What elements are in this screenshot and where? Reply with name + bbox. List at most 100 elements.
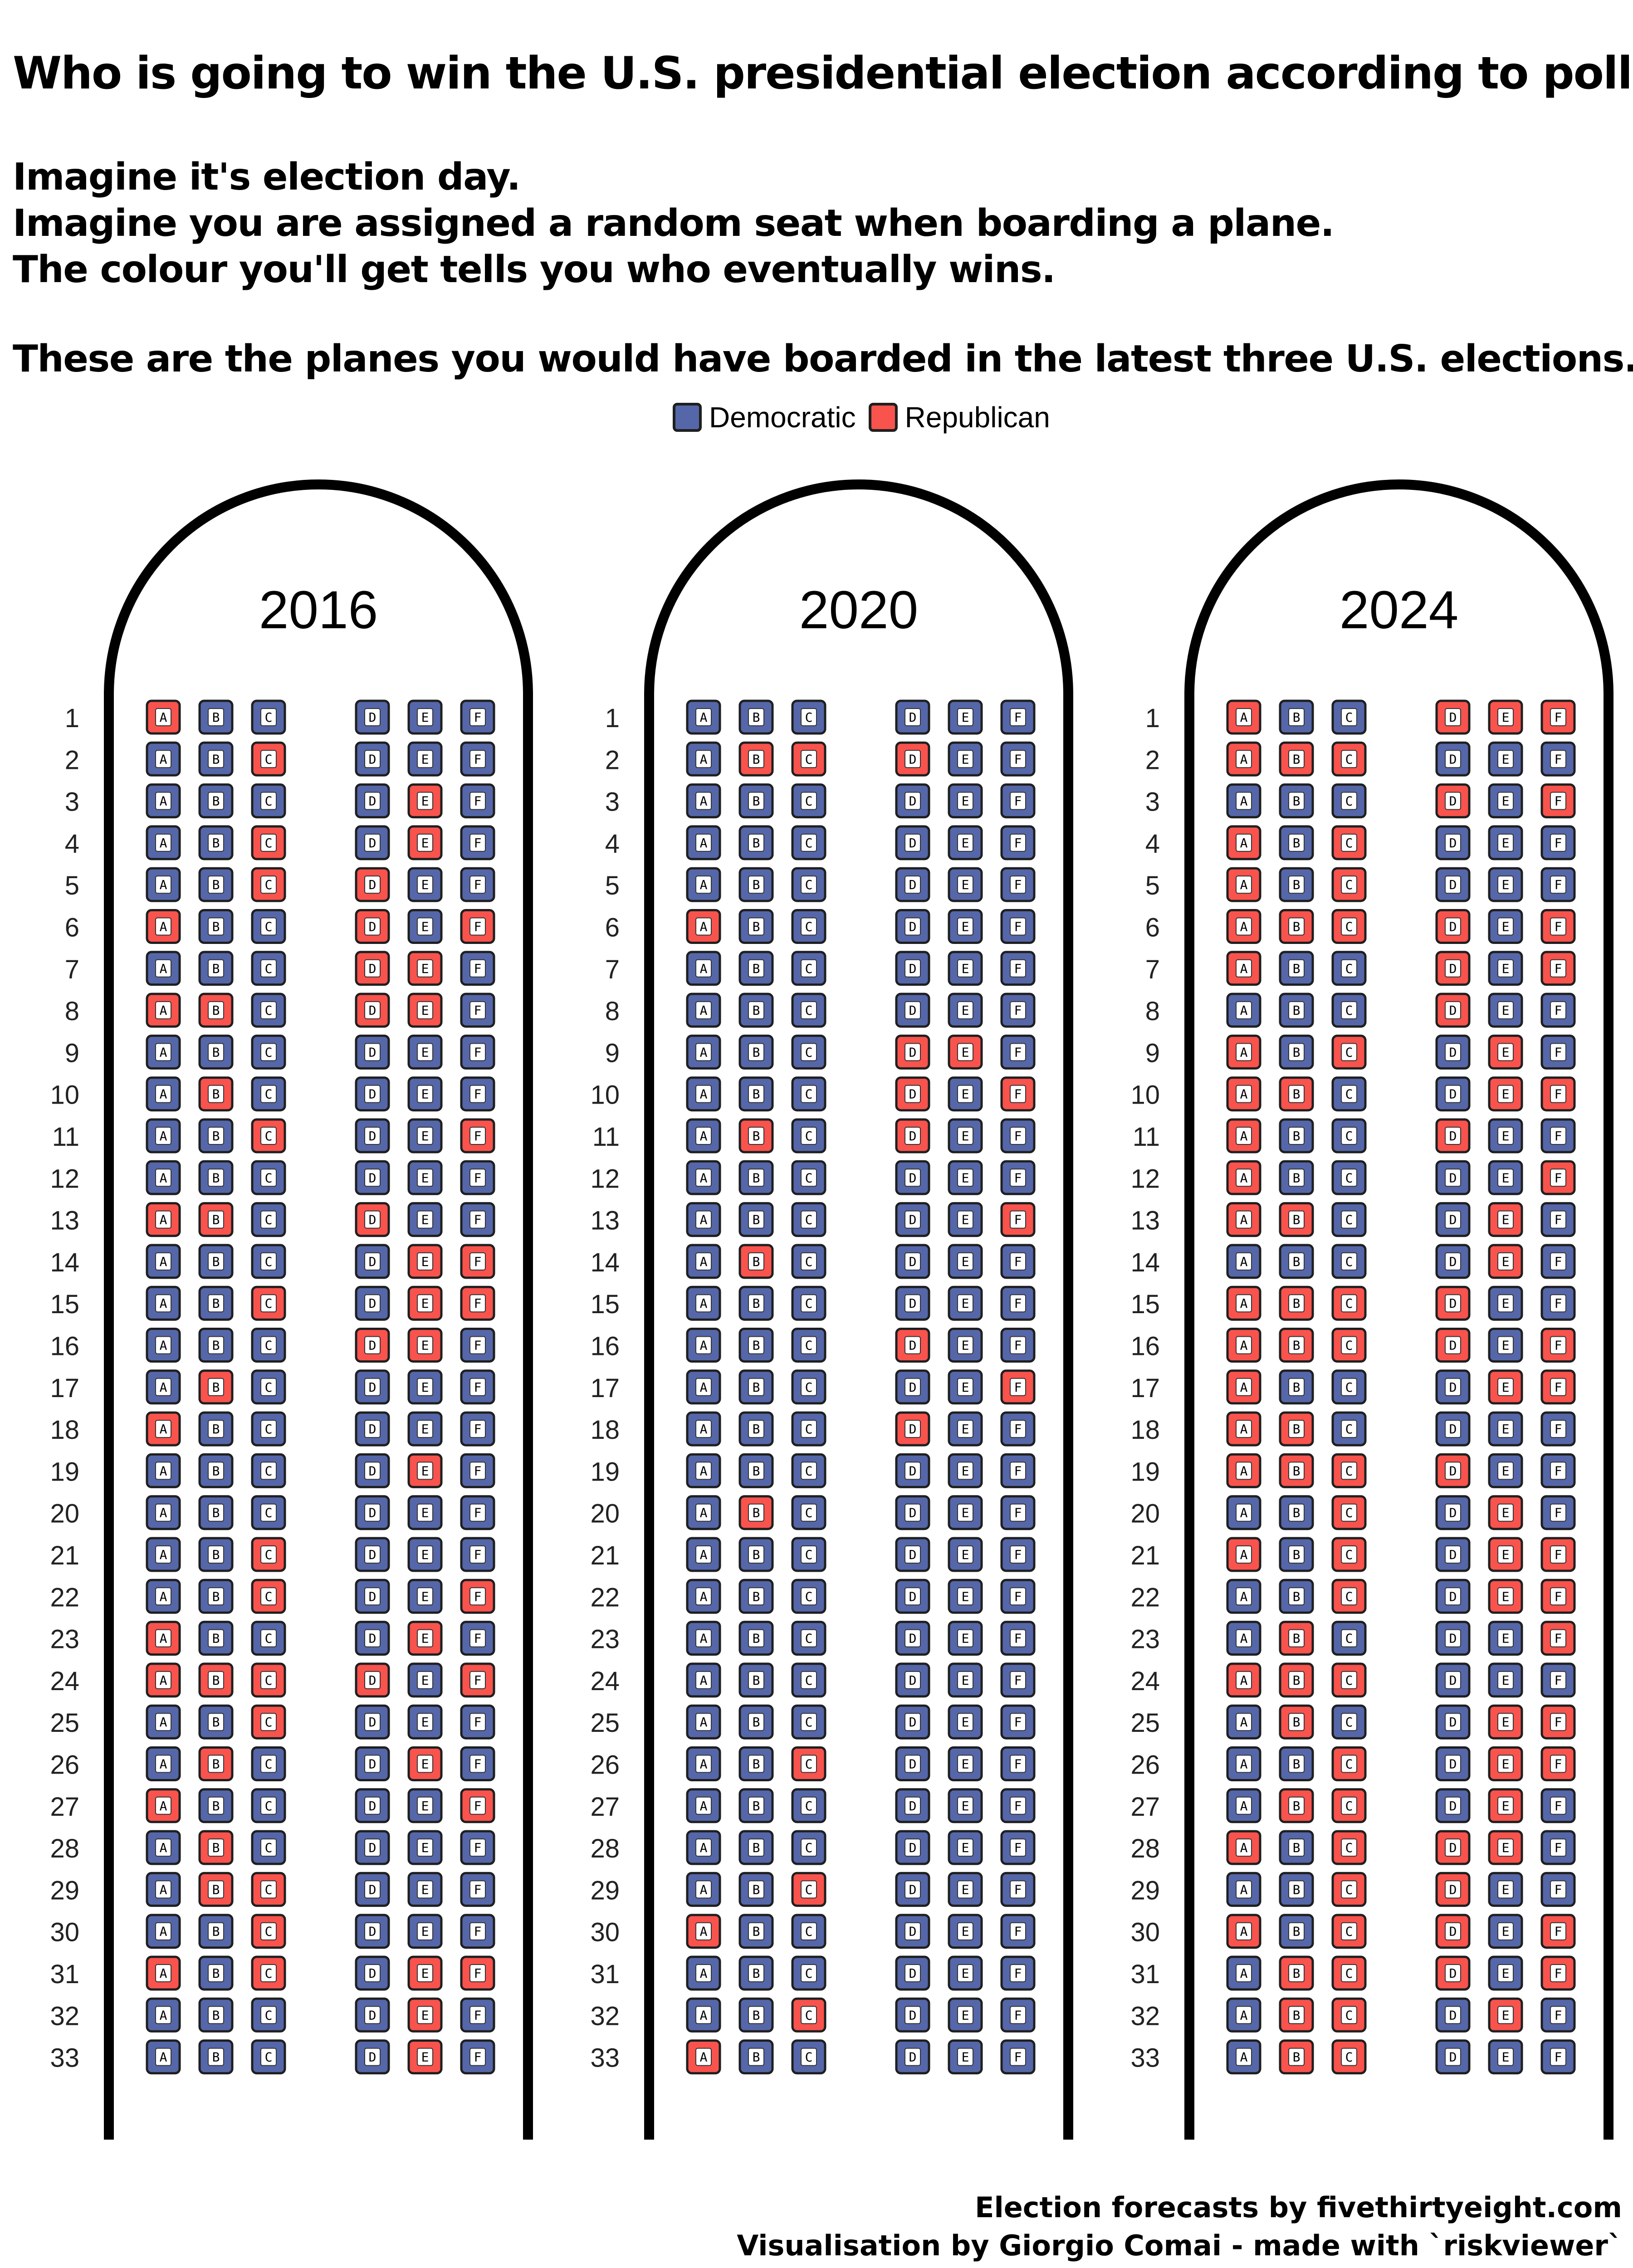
row-number: 18	[50, 1415, 79, 1445]
seat-letter-box	[695, 1838, 712, 1857]
seat-letter-box	[1341, 1420, 1357, 1438]
seat-letter: F	[1014, 836, 1022, 850]
seat-letter-box	[469, 1378, 486, 1396]
seat-letter: A	[700, 1212, 708, 1227]
seat-letter-box	[364, 1671, 381, 1689]
seat-letter: C	[805, 1715, 813, 1730]
seat-letter-box	[417, 1043, 433, 1061]
row-number: 8	[1145, 997, 1160, 1026]
row-number: 31	[1130, 1960, 1160, 1989]
seat-letter: F	[1014, 1463, 1022, 1478]
seat-letter-box	[957, 1880, 973, 1899]
seat-letter: E	[421, 877, 429, 892]
seat-letter-box	[1288, 708, 1305, 726]
seat-letter-box	[1497, 1838, 1514, 1857]
seat-letter-box	[1236, 959, 1252, 978]
seat-letter: E	[1502, 836, 1510, 850]
seat-letter: D	[369, 1547, 376, 1562]
seat-letter: C	[805, 1045, 813, 1060]
seat-letter: F	[474, 1589, 482, 1604]
seat-letter-box	[695, 1796, 712, 1815]
seat-letter-box	[208, 1420, 224, 1438]
seat-letter-box	[1288, 1378, 1305, 1396]
seat-letter-box	[1497, 1210, 1514, 1229]
seat-letter: C	[265, 1715, 273, 1730]
row-number: 32	[50, 2001, 79, 2031]
seat-letter: F	[474, 1505, 482, 1520]
seat-letter-box	[695, 1922, 712, 1941]
intro-line-1: Imagine it's election day.	[13, 156, 521, 199]
democratic-swatch	[673, 403, 702, 432]
seat-letter-box	[1288, 1168, 1305, 1187]
seat-letter: A	[160, 752, 167, 767]
seat-letter-box	[957, 1796, 973, 1815]
seat-letter-box	[260, 1587, 277, 1606]
seat-letter: E	[962, 919, 969, 934]
seat-letter-box	[1497, 1168, 1514, 1187]
seat-letter-box	[1010, 1127, 1026, 1145]
seat-letter-box	[1497, 1461, 1514, 1480]
seat-letter: B	[212, 877, 220, 892]
seat-letter-box	[1341, 833, 1357, 852]
seat-letter: F	[474, 1170, 482, 1185]
seat-letter-box	[1550, 2048, 1566, 2066]
seat-letter: B	[212, 1463, 220, 1478]
seat-letter-box	[1236, 1880, 1252, 1899]
seat-letter: F	[1555, 836, 1562, 850]
seat-letter-box	[1550, 1713, 1566, 1731]
seat-letter: E	[962, 836, 969, 850]
seat-letter-box	[1445, 1880, 1461, 1899]
seat-letter-box	[695, 1671, 712, 1689]
seat-letter: D	[909, 1087, 917, 1102]
seat-letter: F	[1555, 919, 1562, 934]
seat-letter-box	[1341, 1210, 1357, 1229]
row-number: 17	[1130, 1374, 1160, 1403]
seat-letter-box	[1288, 959, 1305, 978]
seat-letter: D	[369, 1003, 376, 1018]
seat-letter-box	[1497, 917, 1514, 936]
seat-letter-box	[905, 1629, 921, 1647]
seat-letter-box	[1288, 833, 1305, 852]
seat-letter-box	[1288, 1001, 1305, 1020]
seat-letter-box	[748, 1001, 764, 1020]
legend-item-democratic: Democratic	[673, 401, 856, 434]
seat-letter: A	[160, 1338, 167, 1353]
seat-letter: D	[1449, 1673, 1457, 1688]
seat-letter-box	[155, 1587, 171, 1606]
seat-letter: F	[1555, 1924, 1562, 1939]
seat-letter: E	[1502, 1254, 1510, 1269]
seat-letter: C	[805, 1840, 813, 1855]
seat-letter-box	[260, 2048, 277, 2066]
seat-letter-box	[1445, 959, 1461, 978]
seat-letter-box	[801, 1085, 817, 1103]
seat-letter-box	[801, 1294, 817, 1313]
legend: Democratic Republican	[673, 399, 1063, 435]
seat-letter: A	[1240, 1589, 1248, 1604]
seat-letter: C	[805, 1422, 813, 1437]
seat-letter-box	[1497, 959, 1514, 978]
seat-letter-box	[1550, 1294, 1566, 1313]
seat-letter: C	[805, 1296, 813, 1311]
seat-letter-box	[1236, 1545, 1252, 1564]
seat-letter-box	[695, 1294, 712, 1313]
seat-letter-box	[364, 750, 381, 768]
seat-letter-box	[1010, 833, 1026, 852]
seat-letter-box	[1236, 2006, 1252, 2024]
seat-letter-box	[801, 1503, 817, 1522]
seat-letter: E	[1502, 1087, 1510, 1102]
seat-letter: A	[1240, 919, 1248, 934]
legend-item-republican: Republican	[868, 401, 1050, 434]
row-number: 5	[605, 871, 620, 900]
seat-letter: D	[1449, 2050, 1457, 2065]
seat-letter-box	[1497, 1420, 1514, 1438]
seat-letter-box	[469, 1838, 486, 1857]
seat-letter-box	[1497, 1922, 1514, 1941]
seat-letter: D	[1449, 1129, 1457, 1144]
seat-letter: D	[1449, 836, 1457, 850]
row-number: 32	[1130, 2001, 1160, 2031]
seat-letter: A	[700, 1715, 708, 1730]
seat-letter-box	[1236, 1210, 1252, 1229]
seat-letter: D	[909, 2050, 917, 2065]
seat-letter: A	[160, 1170, 167, 1185]
